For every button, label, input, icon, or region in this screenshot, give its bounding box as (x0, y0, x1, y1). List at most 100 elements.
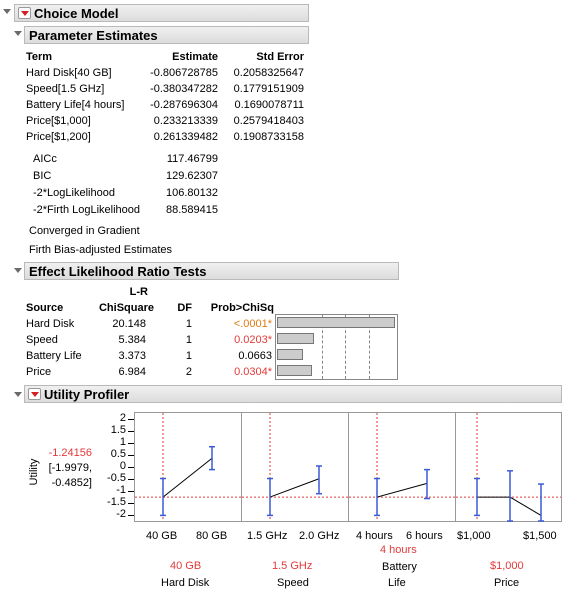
y-tick-mark (128, 431, 134, 433)
utility-current-value: -1.24156 (48, 447, 92, 459)
std-error-cell: 0.1779151909 (233, 83, 304, 95)
profiler-panel-hard-disk[interactable] (134, 412, 242, 522)
lr-df-cell: 1 (185, 350, 192, 362)
fit-stat-value: 106.80132 (166, 187, 218, 199)
hard-disk-level-80: 80 GB (196, 530, 228, 542)
lr-prob-cell: 0.0663 (238, 350, 272, 362)
lr-prob-cell: 0.0304* (234, 366, 272, 378)
utility-ci-lower: [-1.9979, (48, 462, 92, 474)
fit-stat-label: AICc (33, 153, 57, 165)
prob-bar-chart (275, 314, 398, 380)
profiler-panel-speed[interactable] (241, 412, 349, 522)
utility-profiler-title: Utility Profiler (44, 387, 130, 402)
lr-df-cell: 1 (185, 334, 192, 346)
red-triangle-menu-icon[interactable] (28, 388, 41, 400)
price-factor-label: Price (494, 577, 520, 589)
red-triangle-menu-icon[interactable] (18, 7, 31, 19)
speed-current[interactable]: 1.5 GHz (272, 560, 313, 572)
col-lr-top: L-R (129, 286, 148, 298)
battery-factor-label-1: Battery (382, 561, 417, 573)
y-tick-label: 0 (119, 460, 126, 473)
disclosure-icon[interactable] (14, 268, 22, 273)
price-level-1500: $1,500 (523, 530, 557, 542)
y-tick-label: 2 (119, 412, 126, 424)
fit-stat-value: 88.589415 (166, 204, 218, 216)
speed-level-20: 2.0 GHz (299, 530, 340, 542)
term-cell: Price[$1,200] (26, 131, 91, 143)
utility-ci-upper: -0.4852] (51, 477, 92, 489)
term-cell: Price[$1,000] (26, 115, 91, 127)
col-std-error: Std Error (256, 51, 304, 63)
choice-model-header: Choice Model (14, 4, 309, 22)
col-prob: Prob>ChiSq (210, 302, 274, 314)
std-error-cell: 0.1908733158 (233, 131, 304, 143)
lr-chisq-cell: 20.148 (112, 318, 146, 330)
price-current[interactable]: $1,000 (490, 560, 524, 572)
y-tick-mark (128, 503, 134, 505)
parameter-estimates-header: Parameter Estimates (24, 26, 309, 44)
y-tick-mark (128, 515, 134, 517)
battery-level-4: 4 hours (356, 530, 393, 542)
battery-factor-label-2: Life (388, 577, 406, 589)
term-cell: Hard Disk[40 GB] (26, 67, 112, 79)
hard-disk-level-40: 40 GB (146, 530, 178, 542)
fit-stat-label: -2*LogLikelihood (33, 187, 115, 199)
speed-factor-label: Speed (277, 577, 309, 589)
prob-bar (277, 333, 315, 344)
col-source: Source (26, 302, 64, 314)
speed-level-15: 1.5 GHz (247, 530, 288, 542)
estimate-cell: 0.233213339 (153, 115, 218, 127)
col-df: DF (177, 302, 192, 314)
lr-source-cell: Speed (26, 334, 58, 346)
lr-chisq-cell: 3.373 (118, 350, 146, 362)
fit-stat-label: BIC (33, 170, 52, 182)
y-tick-label: -2 (116, 508, 126, 521)
lr-source-cell: Battery Life (26, 350, 82, 362)
lr-df-cell: 1 (185, 318, 192, 330)
prob-bar (277, 365, 312, 376)
y-tick-label: -1.5 (107, 496, 126, 509)
lr-df-cell: 2 (185, 366, 192, 378)
lr-prob-cell: <.0001* (233, 318, 272, 330)
lr-chisq-cell: 5.384 (118, 334, 146, 346)
price-level-1000: $1,000 (457, 530, 491, 542)
firth-note: Firth Bias-adjusted Estimates (29, 244, 173, 256)
hard-disk-current[interactable]: 40 GB (170, 560, 202, 572)
std-error-cell: 0.2579418403 (233, 115, 304, 127)
y-tick-mark (128, 491, 134, 493)
battery-current[interactable]: 4 hours (380, 544, 417, 556)
col-term: Term (26, 51, 53, 63)
utility-profiler-header: Utility Profiler (24, 385, 562, 403)
lr-prob-cell: 0.0203* (234, 334, 272, 346)
term-cell: Battery Life[4 hours] (26, 99, 125, 111)
y-tick-mark (128, 419, 134, 420)
parameter-estimates-title: Parameter Estimates (29, 28, 158, 43)
prob-bar (277, 349, 304, 360)
fit-stat-value: 129.62307 (166, 170, 218, 182)
disclosure-icon[interactable] (3, 9, 11, 14)
estimate-cell: -0.287696304 (150, 99, 218, 111)
y-tick-mark (128, 467, 134, 469)
lr-chisq-cell: 6.984 (118, 366, 146, 378)
converged-note: Converged in Gradient (29, 225, 140, 237)
battery-level-6: 6 hours (406, 530, 443, 542)
disclosure-icon[interactable] (14, 392, 22, 397)
choice-model-title: Choice Model (34, 6, 119, 21)
estimate-cell: -0.806728785 (150, 67, 218, 79)
y-tick-label: -0.5 (107, 472, 126, 485)
profiler-panel-battery[interactable] (348, 412, 456, 522)
disclosure-icon[interactable] (14, 31, 22, 36)
term-cell: Speed[1.5 GHz] (26, 83, 105, 95)
fit-stat-label: -2*Firth LogLikelihood (33, 204, 141, 216)
fit-stat-value: 117.46799 (166, 153, 218, 165)
lr-source-cell: Price (26, 366, 52, 378)
lr-tests-title: Effect Likelihood Ratio Tests (29, 264, 207, 279)
col-chisquare: ChiSquare (98, 302, 154, 314)
lr-source-cell: Hard Disk (26, 318, 75, 330)
col-estimate: Estimate (172, 51, 218, 63)
y-tick-mark (128, 455, 134, 457)
y-tick-label: 1 (119, 436, 126, 449)
profiler-panel-price[interactable] (455, 412, 562, 522)
y-tick-mark (128, 479, 134, 481)
y-tick-mark (128, 443, 134, 445)
